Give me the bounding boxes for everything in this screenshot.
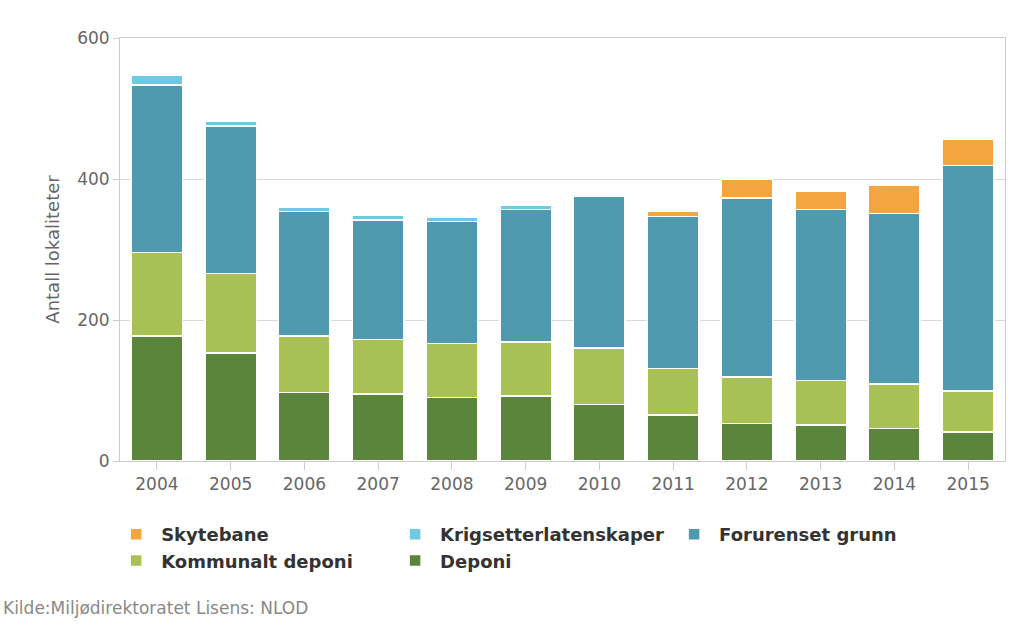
svg-text:2007: 2007	[356, 474, 399, 494]
svg-text:200: 200	[77, 310, 109, 330]
svg-text:Kilde:Miljødirektoratet Lisens: Kilde:Miljødirektoratet Lisens: NLOD	[3, 598, 308, 618]
svg-text:2011: 2011	[651, 474, 694, 494]
svg-text:2014: 2014	[873, 474, 916, 494]
svg-text:2015: 2015	[946, 474, 989, 494]
svg-text:2004: 2004	[135, 474, 178, 494]
svg-text:Kommunalt deponi: Kommunalt deponi	[161, 551, 353, 572]
svg-text:Deponi: Deponi	[440, 551, 511, 572]
svg-text:0: 0	[99, 451, 110, 471]
svg-text:600: 600	[77, 28, 109, 48]
svg-text:2008: 2008	[430, 474, 473, 494]
svg-text:2006: 2006	[283, 474, 326, 494]
svg-text:2010: 2010	[578, 474, 621, 494]
svg-text:2012: 2012	[725, 474, 768, 494]
svg-text:Antall lokaliteter: Antall lokaliteter	[42, 175, 63, 324]
svg-text:Forurenset grunn: Forurenset grunn	[719, 524, 897, 545]
svg-text:2013: 2013	[799, 474, 842, 494]
svg-text:2009: 2009	[504, 474, 547, 494]
svg-text:Skytebane: Skytebane	[161, 524, 269, 545]
svg-text:Krigsetterlatenskaper: Krigsetterlatenskaper	[440, 524, 664, 545]
svg-text:400: 400	[77, 169, 109, 189]
svg-text:2005: 2005	[209, 474, 252, 494]
